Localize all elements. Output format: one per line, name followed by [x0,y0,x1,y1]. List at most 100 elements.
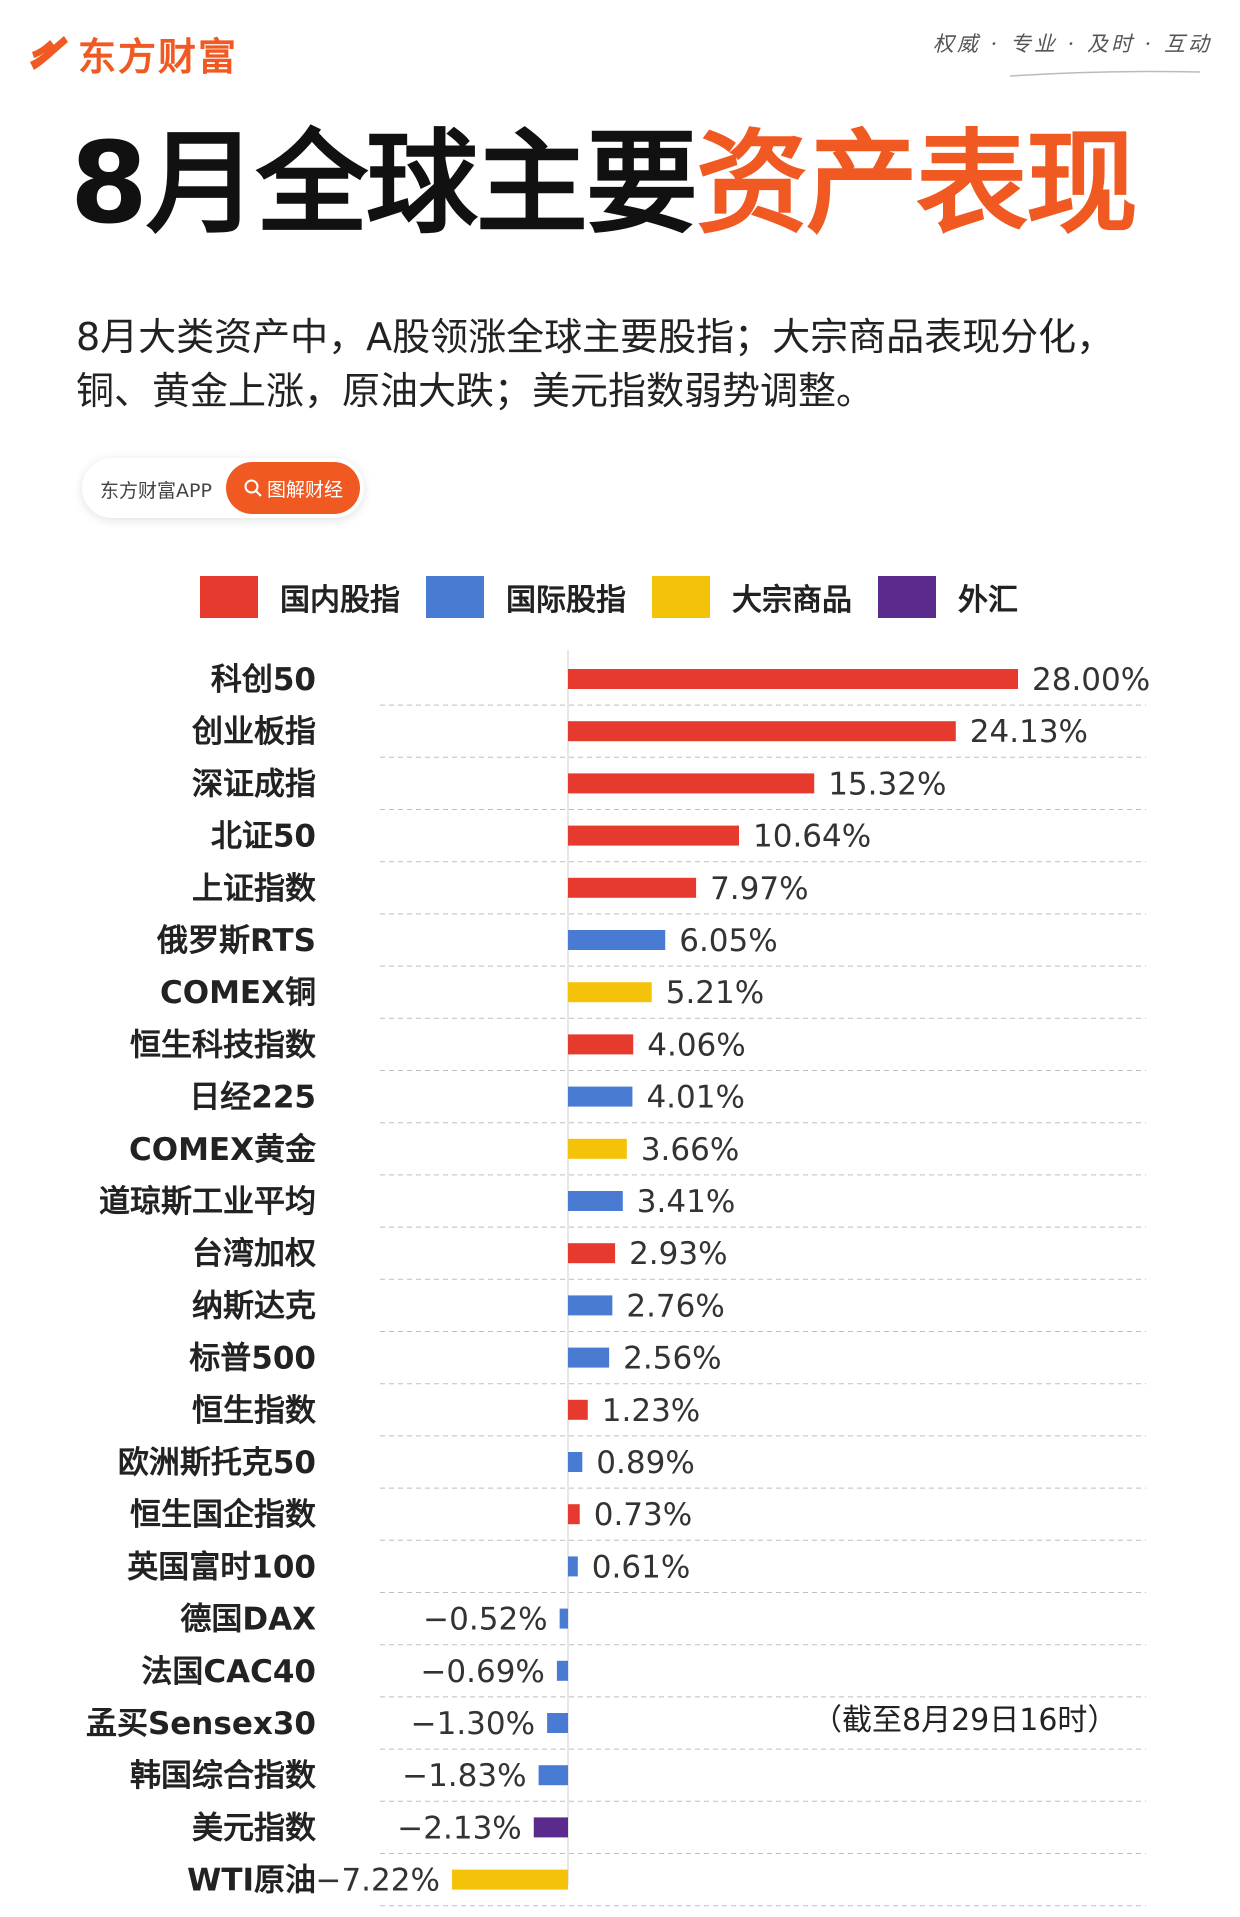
legend-swatch-domestic [200,576,258,618]
value-label: −1.30% [411,1706,535,1742]
bar [568,721,956,742]
app-tag: 东方财富APP 图解财经 [82,458,364,518]
category-label: 俄罗斯RTS [156,923,316,959]
value-label: 0.73% [594,1497,692,1533]
bar [568,1556,578,1577]
page-title-part1: 8月全球主要 [70,119,698,249]
category-label: 欧洲斯托克50 [118,1445,316,1481]
value-label: 24.13% [970,714,1088,750]
value-label: 2.56% [623,1341,721,1377]
legend-swatch-commodity [652,576,710,618]
legend-item-international: 国际股指 [426,575,626,619]
value-label: 4.06% [647,1027,745,1063]
value-label: 3.41% [637,1184,735,1220]
category-label: 台湾加权 [192,1236,316,1272]
category-label: 道琼斯工业平均 [99,1184,316,1220]
value-label: 28.00% [1032,662,1150,698]
category-label: COMEX黄金 [129,1132,317,1168]
bar [547,1713,568,1733]
value-label: −0.52% [423,1602,547,1638]
category-label: 北证50 [211,819,316,855]
brand-name: 东方财富 [78,35,239,79]
legend-item-fx: 外汇 [878,575,1018,619]
category-label: WTI原油 [187,1863,316,1899]
value-label: 15.32% [828,766,946,802]
category-label: 韩国综合指数 [130,1758,316,1794]
category-label: 创业板指 [191,714,316,750]
legend-item-commodity: 大宗商品 [652,575,852,619]
category-label: 德国DAX [180,1602,316,1638]
value-label: 2.93% [629,1236,727,1272]
value-label: 5.21% [666,975,764,1011]
value-label: −1.83% [402,1758,526,1794]
category-label: 科创50 [211,662,316,698]
legend-label-international: 国际股指 [506,583,626,618]
category-label: 美元指数 [192,1810,316,1846]
bar [568,1504,580,1525]
bar [568,1138,627,1159]
brand-slogan: 权威 · 专业 · 及时 · 互动 [932,32,1212,56]
bar-chart: 科创50 28.00% 创业板指 24.13% 深证成指 15.32% 北证50 10.64%… [86,650,1150,1907]
graphic-finance-tag: 图解财经 [226,462,360,514]
value-label: 1.23% [602,1393,700,1429]
value-label: 0.89% [596,1445,694,1481]
footnote: （截至8月29日16时） [812,1703,1118,1738]
bar [568,825,739,846]
value-label: −0.69% [420,1654,544,1690]
page-title-part2: 资产表现 [695,119,1138,249]
value-label: 4.01% [646,1080,744,1116]
bar [538,1765,568,1786]
category-label: 纳斯达克 [192,1288,316,1324]
category-label: 法国CAC40 [141,1654,316,1690]
legend-item-domestic: 国内股指 [200,575,400,619]
page-subtitle: 8月大类资产中，A股领涨全球主要股指；大宗商品表现分化，铜、黄金上涨，原油大跌；… [76,315,1115,413]
app-name: 东方财富APP [100,480,212,502]
value-label: 3.66% [641,1132,739,1168]
bar [556,1660,568,1681]
bar [568,877,697,898]
bar [568,669,1018,689]
category-label: 恒生国企指数 [130,1497,316,1533]
search-icon [244,479,262,497]
category-label: COMEX铜 [160,975,316,1011]
value-label: −2.13% [397,1810,521,1846]
logo-icon [30,35,68,70]
value-label: 10.64% [753,819,871,855]
value-label: 7.97% [710,871,808,907]
value-label: 2.76% [626,1288,724,1324]
brand-logo: 东方财富 [26,26,238,81]
category-label: 英国富时100 [127,1549,316,1585]
page-title: 8月全球主要资产表现 [70,128,1138,240]
value-label: 6.05% [679,923,777,959]
legend-label-fx: 外汇 [958,583,1018,618]
bar [451,1869,568,1890]
category-label: 深证成指 [192,766,316,802]
bar [568,1399,588,1420]
legend-swatch-fx [878,576,936,618]
bar [559,1608,568,1629]
bar [568,1452,583,1472]
legend-label-domestic: 国内股指 [280,583,400,618]
bar [568,982,652,1003]
bar [568,1347,610,1368]
chart-legend: 国内股指 国际股指 大宗商品 外汇 [200,574,1044,620]
bar [568,773,815,794]
legend-label-commodity: 大宗商品 [732,583,852,618]
category-label: 日经225 [189,1080,316,1116]
value-label: −7.22% [315,1863,439,1899]
category-label: 上证指数 [192,871,316,907]
bar [568,930,666,950]
legend-swatch-international [426,576,484,618]
graphic-finance-label: 图解财经 [266,478,343,501]
value-label: 0.61% [592,1549,690,1585]
bar [568,1034,634,1055]
category-label: 孟买Sensex30 [86,1706,316,1742]
category-label: 标普500 [189,1341,316,1377]
bar [568,1191,623,1211]
bar [568,1086,633,1107]
category-label: 恒生科技指数 [130,1027,316,1063]
bar [533,1817,568,1838]
category-label: 恒生指数 [192,1393,316,1429]
bar [568,1295,613,1316]
slogan-underline [1010,70,1200,77]
